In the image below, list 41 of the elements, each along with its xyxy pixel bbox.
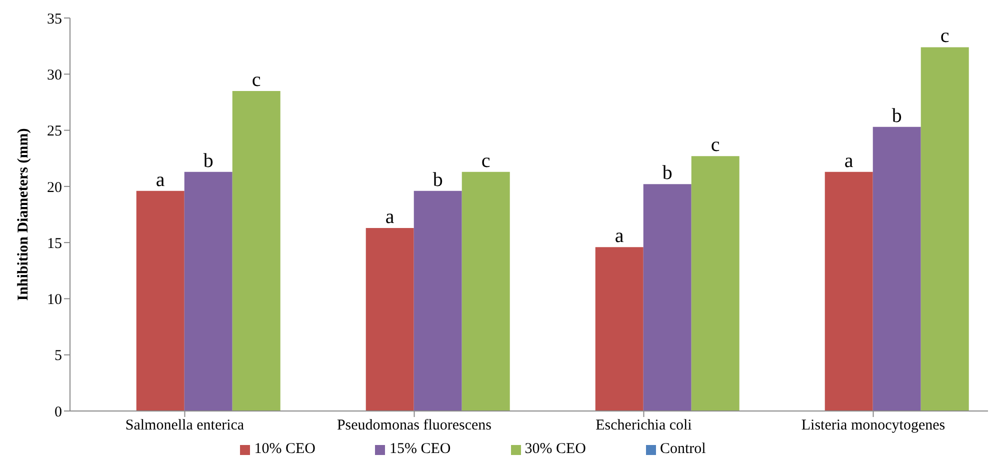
data-label: b [662, 162, 672, 184]
bar [232, 90, 280, 411]
bar [462, 172, 510, 411]
legend-label: 15% CEO [389, 441, 451, 457]
bar [824, 172, 873, 411]
data-label: c [710, 134, 720, 156]
bar [872, 126, 921, 411]
data-label: a [844, 150, 854, 172]
bar [414, 190, 462, 411]
data-label: b [432, 168, 443, 191]
y-tick-label: 20 [47, 180, 62, 196]
data-label: b [203, 150, 214, 172]
data-label: a [385, 206, 394, 228]
bar [595, 247, 644, 411]
y-tick-label: 5 [54, 348, 62, 364]
legend-label: 10% CEO [254, 441, 316, 457]
bar [184, 172, 232, 411]
data-label: c [252, 68, 261, 91]
bar [136, 190, 184, 411]
data-label: c [481, 150, 490, 172]
y-tick-label: 15 [47, 236, 62, 252]
x-tick-label: Salmonella enterica [125, 418, 244, 434]
bar [366, 228, 414, 411]
x-tick-label: Escherichia coli [596, 418, 692, 434]
y-tick-label: 30 [47, 67, 62, 84]
legend-label: 30% CEO [524, 441, 586, 457]
data-label: c [940, 25, 950, 48]
y-tick-label: 10 [47, 292, 62, 308]
x-tick-label: Pseudomonas fluorescens [336, 418, 492, 434]
y-axis-title: Inhibition Diameters (mm) [15, 128, 32, 301]
bar [643, 184, 692, 411]
bar [691, 156, 740, 411]
y-tick-label: 0 [54, 404, 62, 420]
data-label: b [892, 104, 902, 127]
y-tick-label: 25 [47, 124, 62, 140]
x-tick-label: Listeria monocytogenes [801, 418, 946, 434]
bar [920, 47, 969, 411]
y-tick-label: 35 [47, 11, 62, 28]
legend-label: Control [660, 441, 706, 457]
data-label: a [156, 168, 165, 191]
data-label: a [614, 225, 624, 248]
